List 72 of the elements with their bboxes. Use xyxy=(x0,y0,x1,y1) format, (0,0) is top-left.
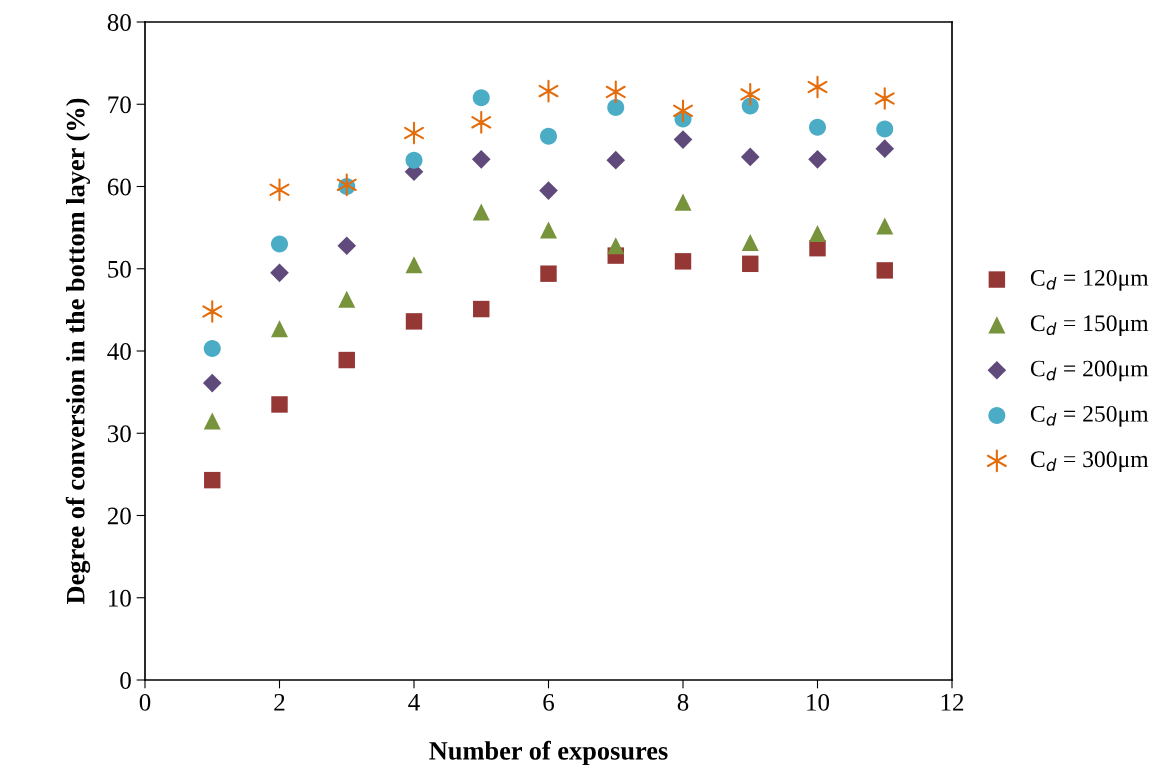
point xyxy=(740,147,760,167)
point xyxy=(405,313,423,330)
point xyxy=(808,224,827,242)
point xyxy=(203,412,221,430)
point xyxy=(204,471,221,489)
y-tick-label: 0 xyxy=(120,672,131,689)
point xyxy=(337,236,357,256)
point xyxy=(539,127,558,145)
point xyxy=(605,80,626,104)
point xyxy=(876,120,894,138)
y-tick-label: 40 xyxy=(107,343,131,360)
y-tick-label: 30 xyxy=(108,425,131,443)
point xyxy=(876,217,894,235)
point xyxy=(269,178,290,202)
y-tick-label: 10 xyxy=(109,589,131,607)
point xyxy=(740,83,761,106)
point xyxy=(742,255,759,273)
point xyxy=(539,181,558,200)
point xyxy=(471,150,491,169)
y-tick-label: 70 xyxy=(108,96,131,114)
point xyxy=(874,87,895,110)
point xyxy=(472,89,490,107)
y-tick-label: 60 xyxy=(107,178,131,196)
y-tick-label: 20 xyxy=(107,507,131,525)
point xyxy=(674,253,692,270)
point xyxy=(673,130,693,149)
point xyxy=(876,262,893,279)
legend-label: C$_{d}$ = 200μm xyxy=(1030,360,1149,382)
point xyxy=(538,79,559,103)
point xyxy=(405,256,423,274)
x-tick-label: 6 xyxy=(543,693,554,711)
point xyxy=(673,99,693,123)
point xyxy=(473,300,490,318)
point xyxy=(741,97,759,115)
x-tick-label: 12 xyxy=(941,693,964,711)
point xyxy=(808,118,827,136)
point xyxy=(270,263,289,283)
point xyxy=(607,99,625,117)
point xyxy=(270,320,289,338)
point xyxy=(471,111,492,134)
x-tick-label: 10 xyxy=(807,693,830,711)
x-tick-label: 8 xyxy=(677,693,689,711)
point xyxy=(404,121,424,145)
point xyxy=(606,150,626,170)
point xyxy=(271,396,288,413)
y-tick-label: 50 xyxy=(108,260,131,278)
point xyxy=(539,221,558,239)
legend-label: C$_{d}$ = 120μm xyxy=(1030,269,1149,291)
x-tick-label: 2 xyxy=(274,693,285,711)
x-tick-label: 0 xyxy=(139,693,151,711)
legend-label: C$_{d}$ = 300μm xyxy=(1030,451,1149,473)
point xyxy=(540,265,557,282)
point xyxy=(203,340,221,358)
point xyxy=(807,75,828,99)
point xyxy=(270,235,289,253)
point xyxy=(405,151,423,169)
point xyxy=(202,300,223,323)
point xyxy=(472,203,490,221)
legend-label: C$_{d}$ = 250μm xyxy=(1030,405,1149,427)
y-axis-title: Degree of conversion in the bottom layer (%) xyxy=(65,98,91,604)
y-tick-label: 80 xyxy=(107,14,131,31)
legend-label: C$_{d}$ = 150μm xyxy=(1030,315,1149,337)
x-tick-label: 4 xyxy=(408,694,420,711)
x-axis-title: Number of exposures xyxy=(429,740,668,766)
point xyxy=(875,139,895,158)
point xyxy=(202,373,222,393)
point xyxy=(338,290,356,308)
point xyxy=(741,233,759,251)
point xyxy=(607,237,625,255)
point xyxy=(338,351,355,369)
point xyxy=(674,193,692,211)
point xyxy=(808,150,827,169)
